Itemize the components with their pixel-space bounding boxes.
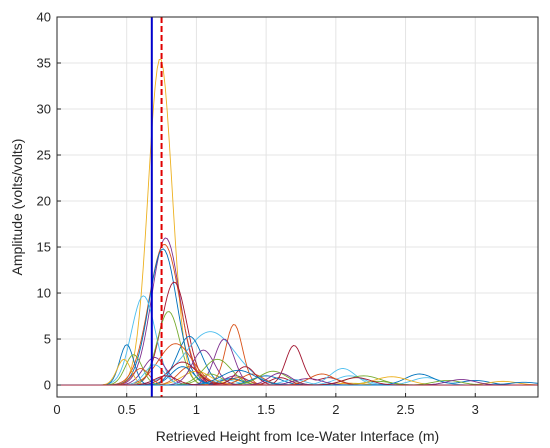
x-tick-label: 1 [193,402,200,417]
y-tick-label: 15 [37,240,51,255]
x-tick-label: 2 [332,402,339,417]
x-tick-label: 1.5 [257,402,275,417]
x-tick-label: 2.5 [397,402,415,417]
series-line [57,375,538,386]
y-tick-label: 0 [44,378,51,393]
series-layer [57,59,539,386]
y-tick-label: 25 [37,148,51,163]
y-tick-label: 20 [37,194,51,209]
x-axis-label: Retrieved Height from Ice-Water Interfac… [156,428,439,444]
x-tick-label: 0 [53,402,60,417]
y-tick-label: 35 [37,56,51,71]
y-tick-label: 30 [37,102,51,117]
y-axis-label: Amplitude (volts/volts) [9,139,25,276]
x-tick-label: 0.5 [118,402,136,417]
y-tick-label: 5 [44,332,51,347]
y-tick-label: 40 [37,10,51,25]
x-tick-label: 3 [472,402,479,417]
plot-frame [56,16,539,398]
y-tick-label: 10 [37,286,51,301]
reference-lines [150,17,163,397]
